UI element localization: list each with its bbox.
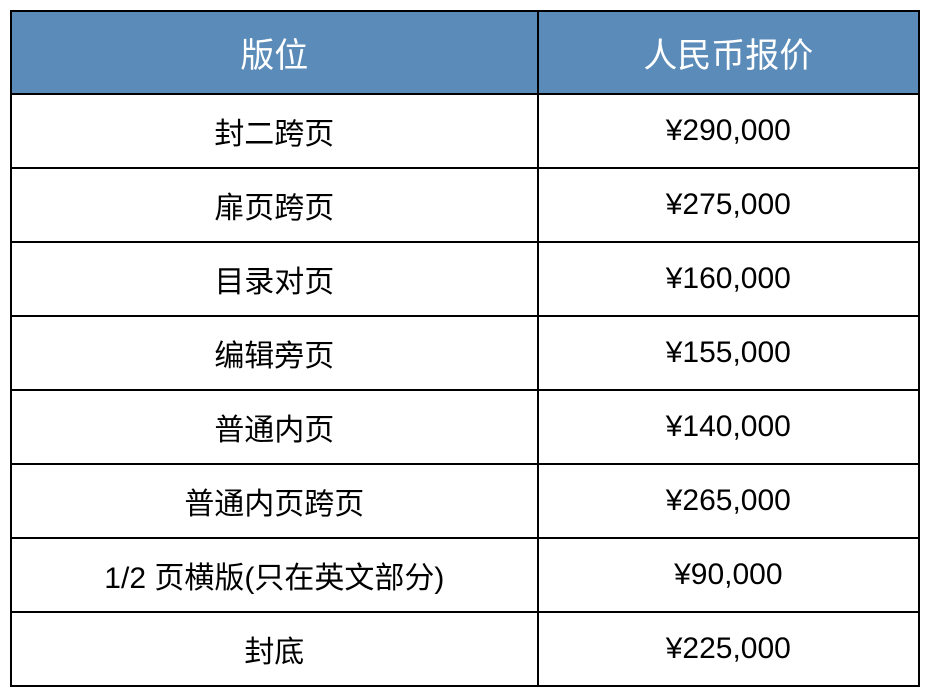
table-row: 编辑旁页 ¥155,000 [11,316,919,390]
table-row: 目录对页 ¥160,000 [11,242,919,316]
cell-price: ¥90,000 [538,538,919,612]
cell-position: 封底 [11,612,538,686]
table-header-row: 版位 人民币报价 [11,11,919,94]
cell-price: ¥225,000 [538,612,919,686]
cell-price: ¥155,000 [538,316,919,390]
cell-price: ¥140,000 [538,390,919,464]
cell-price: ¥265,000 [538,464,919,538]
cell-position: 编辑旁页 [11,316,538,390]
cell-position: 封二跨页 [11,94,538,168]
pricing-table: 版位 人民币报价 封二跨页 ¥290,000 扉页跨页 ¥275,000 目录对… [10,10,920,687]
table-row: 1/2 页横版(只在英文部分) ¥90,000 [11,538,919,612]
header-position: 版位 [11,11,538,94]
table-row: 普通内页跨页 ¥265,000 [11,464,919,538]
cell-position: 扉页跨页 [11,168,538,242]
cell-price: ¥160,000 [538,242,919,316]
table-row: 封底 ¥225,000 [11,612,919,686]
header-price: 人民币报价 [538,11,919,94]
table-row: 扉页跨页 ¥275,000 [11,168,919,242]
cell-position: 普通内页跨页 [11,464,538,538]
cell-price: ¥275,000 [538,168,919,242]
table-row: 普通内页 ¥140,000 [11,390,919,464]
cell-position: 普通内页 [11,390,538,464]
cell-position: 1/2 页横版(只在英文部分) [11,538,538,612]
table-row: 封二跨页 ¥290,000 [11,94,919,168]
cell-position: 目录对页 [11,242,538,316]
cell-price: ¥290,000 [538,94,919,168]
